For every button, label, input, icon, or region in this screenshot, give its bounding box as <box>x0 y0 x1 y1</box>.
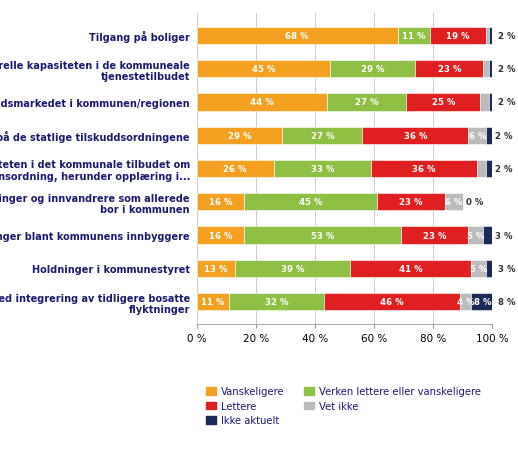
Text: 45 %: 45 % <box>252 65 275 74</box>
Bar <box>324 293 459 311</box>
Bar <box>197 193 244 211</box>
Text: 2 %: 2 % <box>498 32 515 41</box>
Bar <box>471 293 495 311</box>
Text: 11 %: 11 % <box>402 32 426 41</box>
Bar <box>274 161 371 178</box>
Bar <box>197 61 329 78</box>
Bar <box>350 260 471 277</box>
Bar <box>197 127 282 145</box>
Bar <box>471 260 486 277</box>
Bar <box>480 94 489 111</box>
Text: 16 %: 16 % <box>209 231 232 240</box>
Text: 53 %: 53 % <box>311 231 334 240</box>
Bar <box>197 293 229 311</box>
Text: 45 %: 45 % <box>299 198 322 207</box>
Text: 2 %: 2 % <box>495 165 512 174</box>
Bar <box>407 94 480 111</box>
Text: 2 %: 2 % <box>498 65 515 74</box>
Text: 6 %: 6 % <box>445 198 463 207</box>
Text: 13 %: 13 % <box>204 264 228 273</box>
Text: 3 %: 3 % <box>498 264 515 273</box>
Bar <box>468 127 486 145</box>
Bar <box>197 227 244 244</box>
Text: 26 %: 26 % <box>223 165 247 174</box>
Text: 33 %: 33 % <box>311 165 334 174</box>
Text: 23 %: 23 % <box>438 65 461 74</box>
Text: 2 %: 2 % <box>495 131 512 140</box>
Text: 5 %: 5 % <box>470 264 487 273</box>
Text: 19 %: 19 % <box>447 32 470 41</box>
Text: 11 %: 11 % <box>202 298 225 306</box>
Text: 44 %: 44 % <box>250 98 274 107</box>
Text: 29 %: 29 % <box>228 131 251 140</box>
Bar <box>486 28 489 45</box>
Bar <box>483 61 489 78</box>
Text: 41 %: 41 % <box>399 264 423 273</box>
Bar <box>459 293 471 311</box>
Bar <box>197 28 398 45</box>
Bar <box>489 28 495 45</box>
Text: 6 %: 6 % <box>469 131 486 140</box>
Bar <box>327 94 407 111</box>
Text: 23 %: 23 % <box>399 198 423 207</box>
Bar <box>486 161 492 178</box>
Text: 36 %: 36 % <box>404 131 427 140</box>
Bar <box>483 227 492 244</box>
Text: 25 %: 25 % <box>431 98 455 107</box>
Text: 29 %: 29 % <box>361 65 384 74</box>
Bar <box>377 193 445 211</box>
Bar <box>235 260 350 277</box>
Bar <box>329 61 415 78</box>
Text: 3 %: 3 % <box>495 231 512 240</box>
Bar <box>197 94 327 111</box>
Text: 36 %: 36 % <box>412 165 436 174</box>
Text: 68 %: 68 % <box>285 32 309 41</box>
Text: 39 %: 39 % <box>281 264 305 273</box>
Text: 8 %: 8 % <box>474 298 492 306</box>
Bar <box>486 127 492 145</box>
Bar <box>282 127 362 145</box>
Text: 4 %: 4 % <box>457 298 474 306</box>
Bar <box>445 193 463 211</box>
Bar <box>398 28 430 45</box>
Text: 0 %: 0 % <box>466 198 483 207</box>
Bar <box>244 193 377 211</box>
Bar <box>486 260 495 277</box>
Bar <box>468 227 483 244</box>
Text: 27 %: 27 % <box>355 98 379 107</box>
Bar <box>229 293 324 311</box>
Bar <box>362 127 468 145</box>
Text: 23 %: 23 % <box>423 231 447 240</box>
Bar <box>415 61 483 78</box>
Bar <box>489 61 495 78</box>
Text: 46 %: 46 % <box>380 298 404 306</box>
Text: 5 %: 5 % <box>467 231 484 240</box>
Bar <box>371 161 478 178</box>
Bar <box>430 28 486 45</box>
Text: 27 %: 27 % <box>310 131 334 140</box>
Text: 2 %: 2 % <box>498 98 515 107</box>
Bar <box>478 161 486 178</box>
Bar <box>244 227 400 244</box>
Legend: Vanskeligere, Lettere, Ikke aktuelt, Verken lettere eller vanskeligere, Vet ikke: Vanskeligere, Lettere, Ikke aktuelt, Ver… <box>202 382 485 429</box>
Text: 8 %: 8 % <box>498 298 515 306</box>
Bar <box>197 161 274 178</box>
Bar <box>197 260 235 277</box>
Text: 16 %: 16 % <box>209 198 232 207</box>
Text: 32 %: 32 % <box>265 298 289 306</box>
Bar <box>400 227 468 244</box>
Bar <box>489 94 495 111</box>
